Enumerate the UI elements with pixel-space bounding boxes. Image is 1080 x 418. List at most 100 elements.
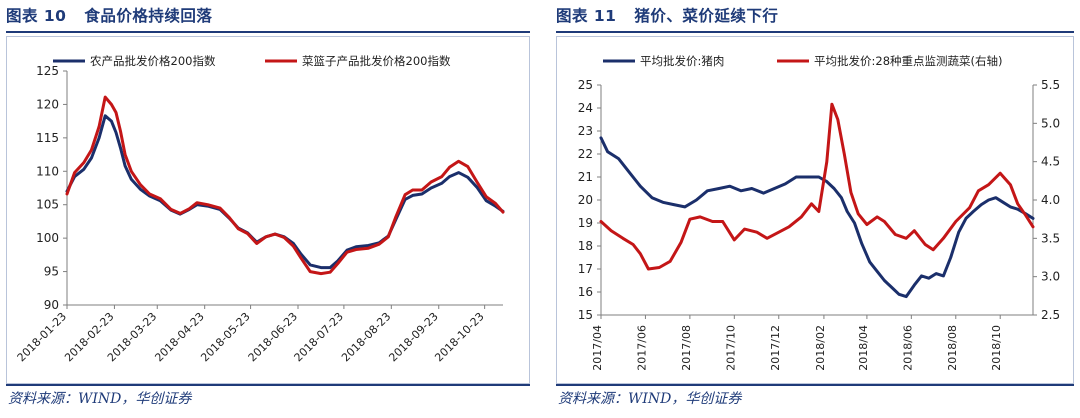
chart-10-svg: 90951001051101151201252018-01-232018-02-…	[15, 54, 505, 364]
y-tick-label-115: 115	[36, 131, 59, 145]
series-0-point-34	[354, 245, 358, 248]
series-0-point-43	[440, 182, 443, 185]
y-tick-label-24: 24	[578, 101, 593, 115]
series-0-point-40	[964, 217, 968, 220]
series-0-point-47	[475, 186, 479, 189]
series-1-point-45	[457, 160, 460, 163]
series-1-point-20	[228, 216, 231, 219]
figure-11-title-rule	[556, 31, 1074, 33]
series-1-point-22	[246, 232, 249, 235]
x-tick-label-2018-02: 2018/02	[814, 325, 827, 371]
series-1-point-41	[999, 172, 1002, 175]
series-1-point-39	[977, 189, 980, 192]
series-1-point-11	[711, 220, 714, 223]
series-0-point-29	[309, 263, 312, 267]
series-line-0	[599, 136, 1035, 299]
series-1-point-32	[905, 237, 908, 240]
series-1-point-23	[830, 103, 834, 106]
series-0-point-35	[927, 277, 930, 280]
series-0-point-30	[319, 266, 323, 269]
figure-10-source: 资料来源：WIND，华创证券	[8, 391, 192, 407]
series-0-point-44	[994, 196, 997, 199]
series-1-point-12	[721, 220, 724, 223]
series-1-point-4	[97, 125, 101, 128]
x-tick-label-2017-06: 2017/06	[635, 325, 648, 371]
series-1-point-15	[755, 231, 759, 234]
series-1-point-17	[777, 231, 780, 234]
x-tick-label-2018-01-23: 2018-01-23	[15, 310, 69, 364]
series-1-point-38	[968, 206, 971, 209]
series-1-point-8	[679, 241, 683, 244]
series-0-point-41	[972, 210, 975, 213]
x-tick-label-2018-10-23: 2018-10-23	[432, 310, 486, 364]
series-1-point-20	[810, 202, 813, 205]
series-0-point-10	[130, 178, 133, 181]
series-0-point-44	[448, 175, 451, 178]
series-0-point-26	[860, 242, 863, 245]
x-tick-label-2018-10: 2018/10	[990, 325, 1003, 371]
series-0-point-45	[457, 171, 460, 174]
series-0-point-41	[420, 192, 424, 196]
series-1-point-19	[218, 206, 222, 210]
series-1-point-12	[148, 192, 151, 196]
series-1-point-23	[255, 242, 258, 245]
series-0-point-4	[97, 136, 101, 140]
series-0-point-27	[868, 260, 871, 264]
series-0-point-3	[628, 171, 631, 174]
series-1-point-42	[429, 180, 433, 184]
y2-tick-label-4-5: 4.5	[1041, 155, 1060, 169]
series-0-point-16	[773, 187, 776, 190]
series-0-point-31	[897, 293, 901, 296]
y-tick-label-110: 110	[36, 164, 59, 178]
y-tick-label-95: 95	[44, 265, 59, 279]
series-1-point-2	[621, 237, 625, 240]
series-1-point-35	[932, 248, 935, 251]
series-0-point-2	[82, 168, 86, 171]
series-0-point-42	[429, 186, 433, 190]
series-0-point-7	[114, 131, 118, 134]
figure-10-number: 图表 10	[6, 7, 67, 25]
legend-label-0: 平均批发价:猪肉	[640, 54, 724, 68]
series-1-point-37	[954, 220, 957, 223]
series-0-point-19	[806, 175, 810, 179]
series-0-point-46	[1009, 205, 1012, 209]
series-1-point-19	[800, 215, 803, 219]
series-1-point-39	[403, 193, 407, 196]
series-0-point-18	[795, 175, 798, 179]
series-0-point-4	[639, 185, 642, 188]
series-0-point-38	[949, 256, 952, 259]
series-1-point-0	[65, 192, 69, 196]
series-1-point-48	[485, 195, 488, 198]
series-1-point-16	[188, 207, 191, 210]
series-0-point-28	[875, 270, 879, 273]
series-line-1	[599, 102, 1035, 271]
series-1-point-30	[883, 220, 886, 223]
series-1-point-33	[913, 229, 916, 232]
y-tick-label-125: 125	[36, 64, 59, 78]
series-1-point-47	[475, 180, 479, 184]
series-1-point-3	[90, 148, 93, 152]
series-1-point-43	[1016, 202, 1019, 205]
series-0-point-6	[661, 201, 665, 204]
series-1-point-32	[336, 262, 339, 265]
y-tick-label-90: 90	[44, 298, 59, 312]
series-1-point-9	[688, 218, 692, 221]
series-1-point-11	[139, 183, 142, 186]
series-1-point-21	[817, 210, 820, 213]
series-0-point-47	[1016, 208, 1019, 211]
series-1-point-50	[501, 210, 505, 214]
series-0-point-1	[606, 150, 609, 153]
series-0-point-48	[485, 199, 488, 202]
series-0-point-35	[367, 244, 370, 247]
series-1-point-34	[924, 243, 927, 246]
y-tick-label-105: 105	[36, 198, 59, 212]
series-0-point-43	[987, 198, 990, 202]
series-line-0	[65, 114, 505, 270]
series-0-point-9	[695, 198, 698, 202]
series-1-point-41	[420, 188, 424, 192]
series-1-point-49	[494, 202, 497, 205]
series-0-point-7	[672, 203, 675, 206]
series-1-point-17	[195, 201, 199, 204]
y-tick-label-22: 22	[578, 147, 593, 161]
series-1-point-30	[319, 272, 323, 275]
